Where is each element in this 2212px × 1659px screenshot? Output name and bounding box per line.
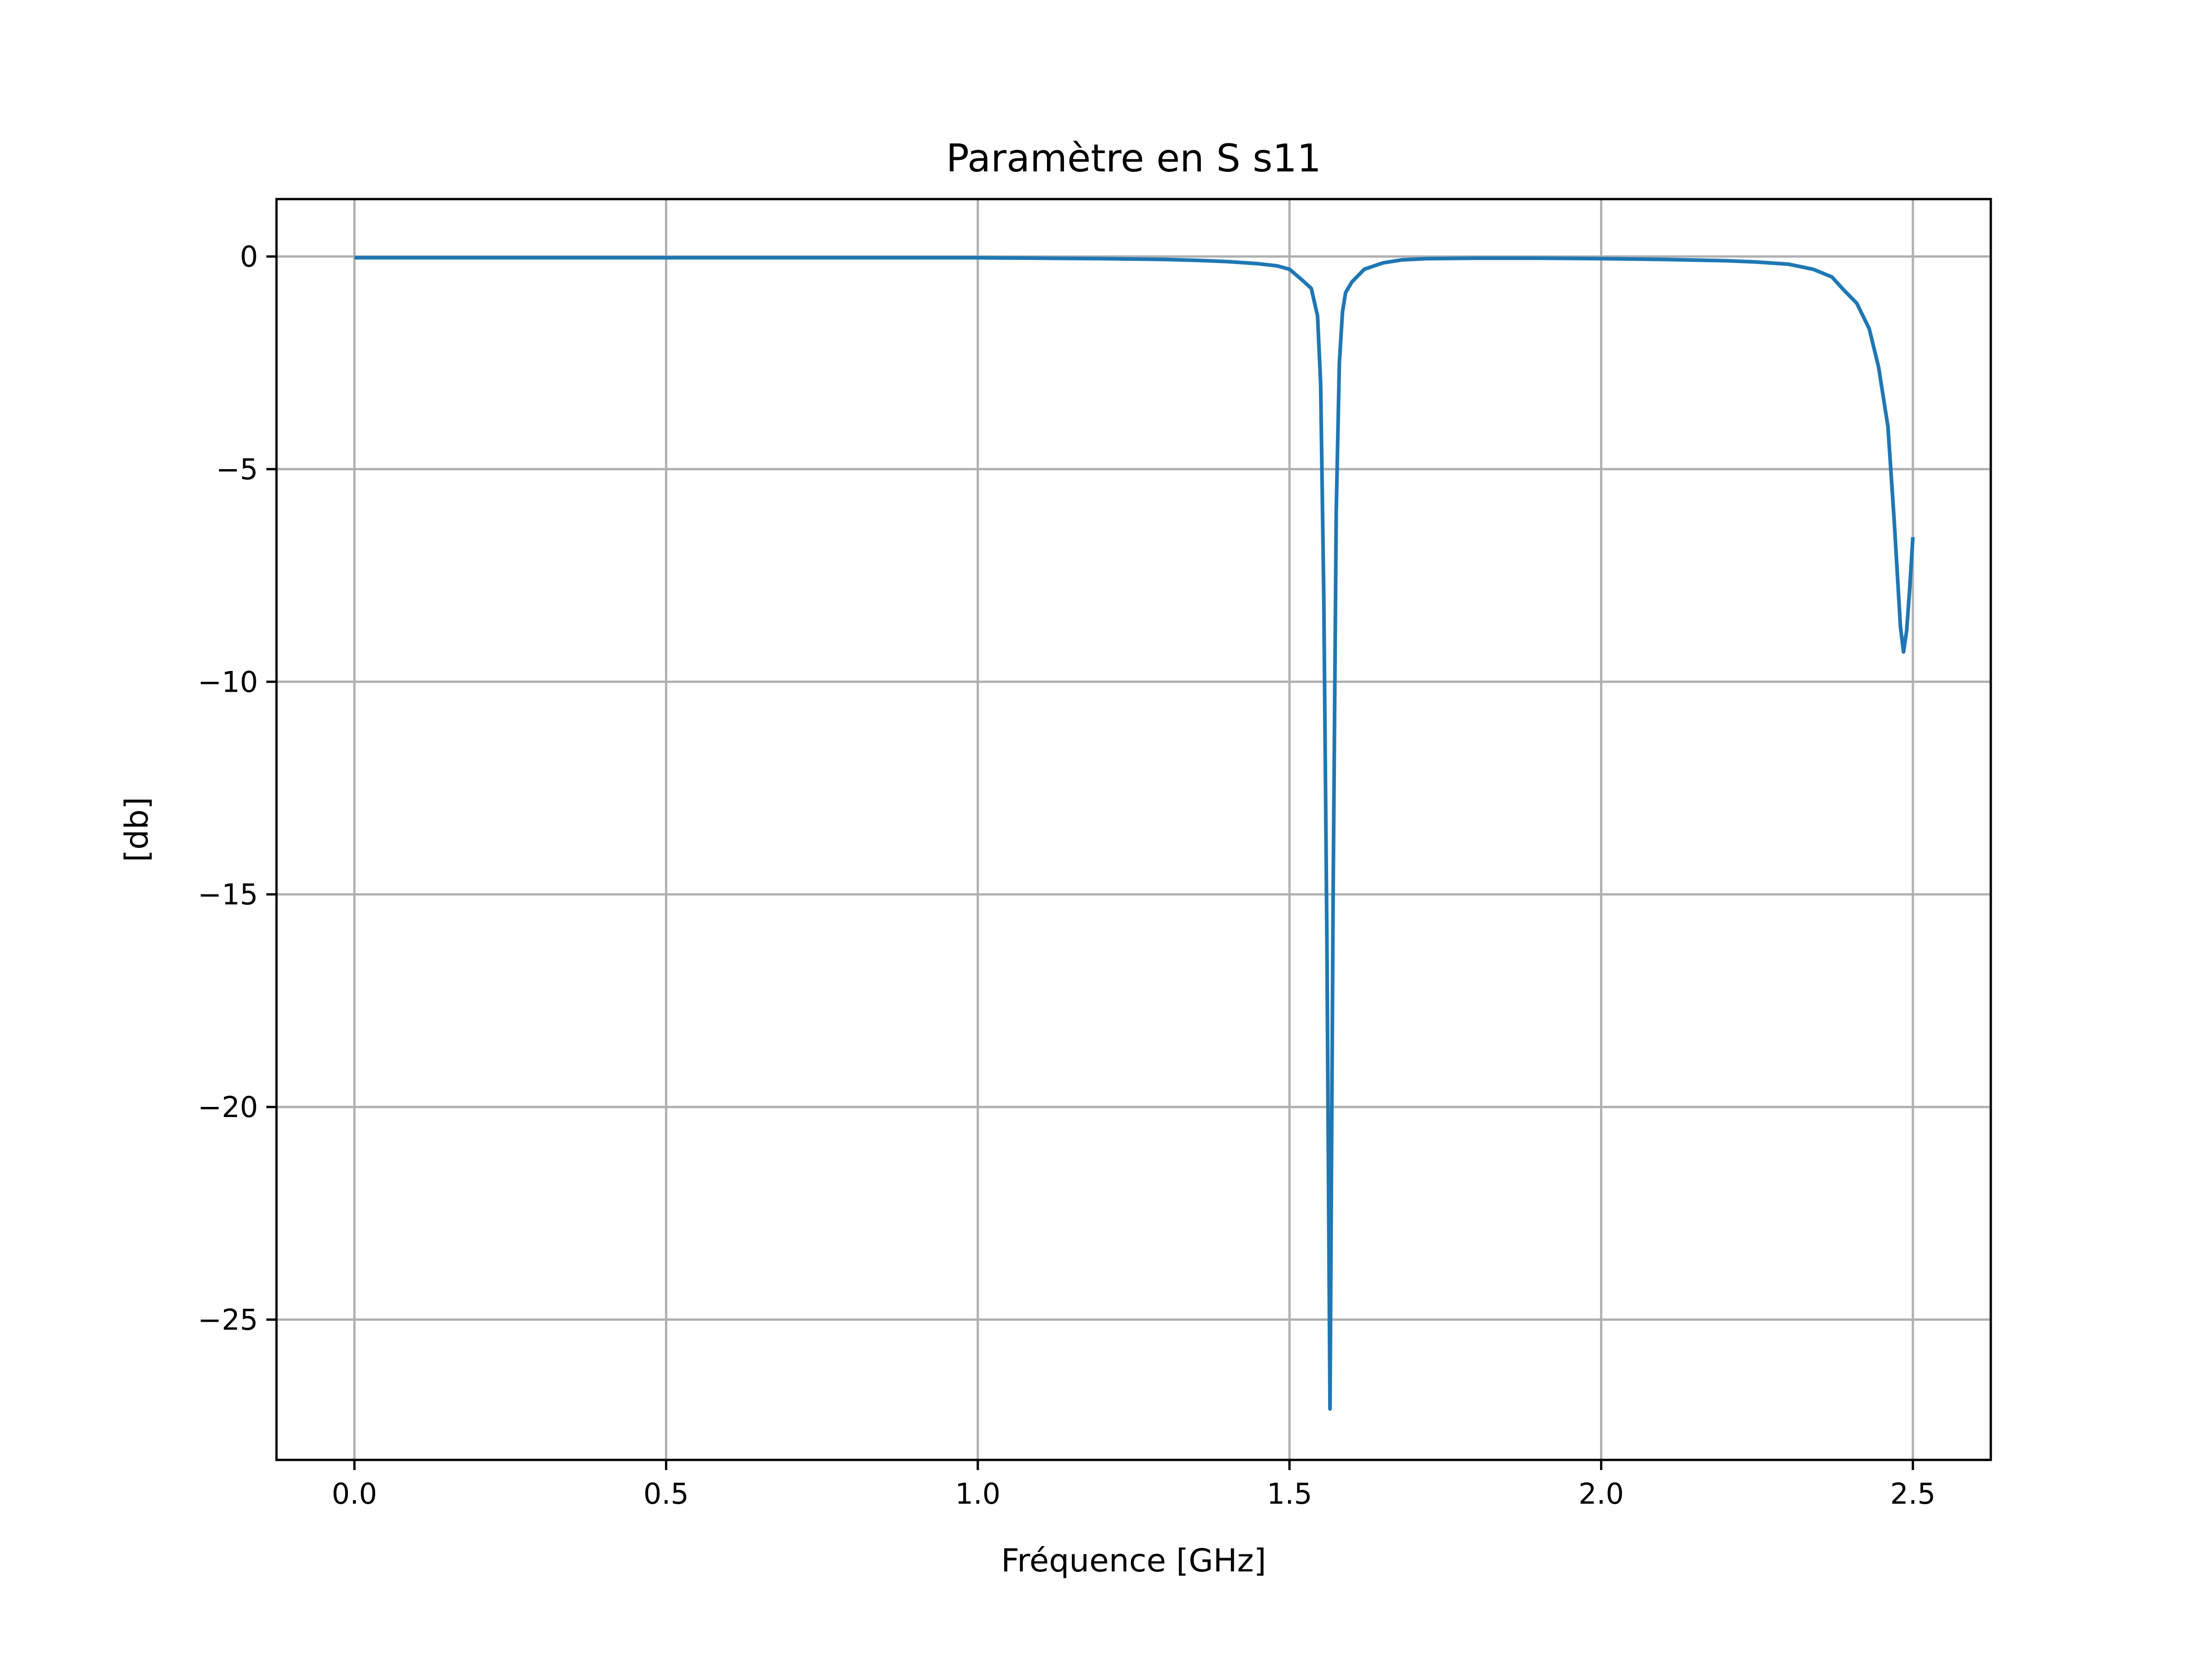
plot-area-background [276, 199, 1991, 1460]
series-layer [354, 256, 1915, 1411]
x-axis-title: Fréquence [GHz] [1001, 1542, 1266, 1579]
y-tick-label: 0 [240, 240, 258, 274]
x-tick-label: 0.5 [643, 1477, 689, 1511]
x-tick-label: 2.5 [1890, 1477, 1936, 1511]
chart-title: Paramètre en S s11 [946, 136, 1321, 181]
x-tick-label: 2.0 [1578, 1477, 1624, 1511]
grid-layer [276, 199, 1991, 1460]
y-tick-label: −5 [216, 453, 258, 486]
tick-layer: 0.0 0.5 1.0 1.5 2.0 2.5 0 −5 −10 −15 −20 −25 [198, 240, 1936, 1511]
y-tick-label: −25 [198, 1303, 258, 1336]
series-line-s11 [354, 256, 1915, 1411]
x-tick-label: 1.5 [1267, 1477, 1312, 1511]
y-tick-label: −20 [198, 1090, 258, 1124]
x-tick-label: 0.0 [332, 1477, 377, 1511]
y-tick-label: −15 [198, 878, 258, 912]
plot-frame [275, 198, 1992, 1461]
y-axis-title: [db] [118, 797, 155, 862]
y-tick-label: −10 [198, 665, 258, 699]
x-tick-label: 1.0 [955, 1477, 1001, 1511]
